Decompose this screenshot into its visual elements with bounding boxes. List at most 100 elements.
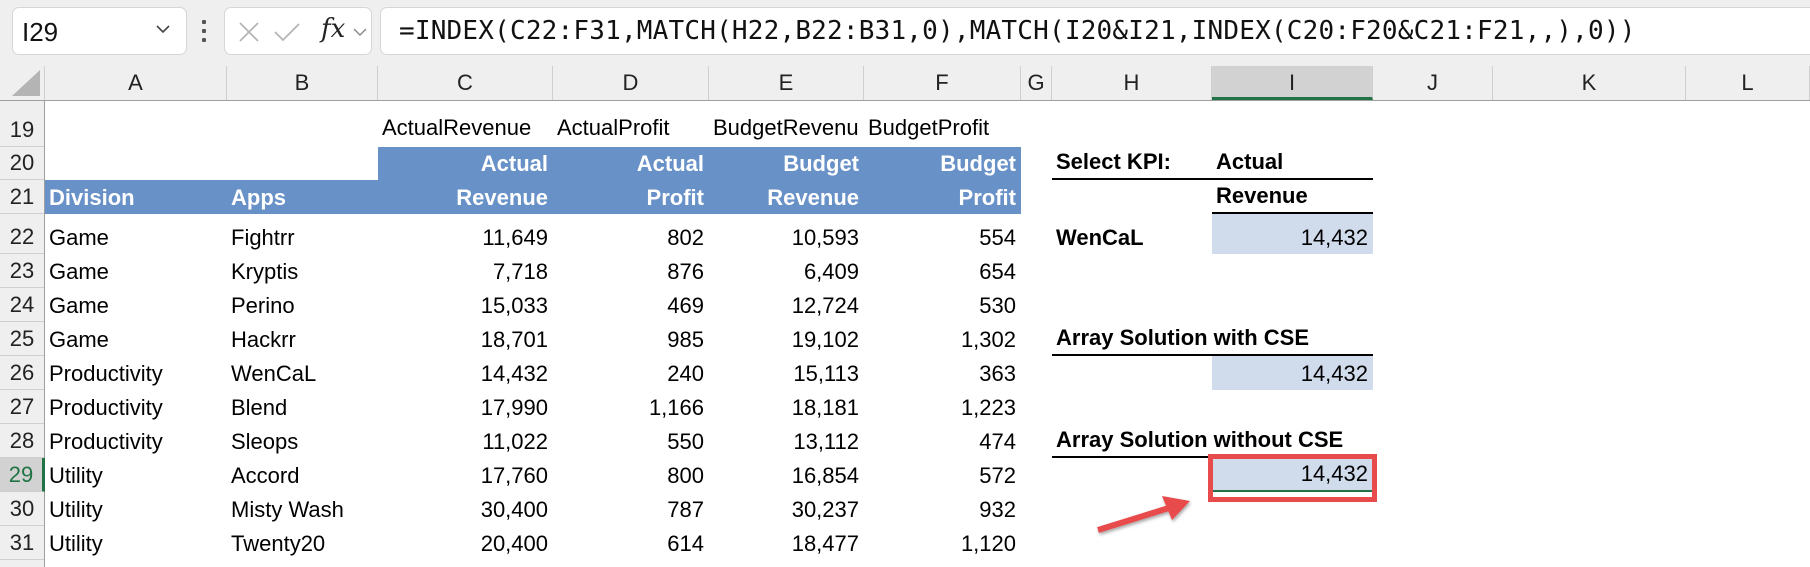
table-cell-B30[interactable]: Misty Wash	[231, 497, 344, 522]
column-header-c[interactable]: C	[378, 66, 553, 100]
table-cell-A23[interactable]: Game	[49, 259, 109, 284]
table-cell-D23[interactable]: 876	[667, 259, 704, 284]
table-header-top-D[interactable]: Actual	[553, 147, 709, 180]
table-cell-C28[interactable]: 11,022	[482, 429, 548, 454]
table-cell-D24[interactable]: 469	[667, 293, 704, 318]
table-cell-E29[interactable]: 16,854	[791, 463, 859, 488]
column-header-a[interactable]: A	[45, 66, 227, 100]
row-header-30[interactable]: 30	[0, 492, 44, 526]
table-cell-D26[interactable]: 240	[667, 361, 704, 386]
table-cell-C23[interactable]: 7,718	[492, 259, 548, 284]
table-cell-E24[interactable]: 12,724	[791, 293, 859, 318]
column-header-i[interactable]: I	[1212, 66, 1373, 100]
table-cell-D30[interactable]: 787	[667, 497, 704, 522]
row-header-26[interactable]: 26	[0, 356, 44, 390]
column-header-e[interactable]: E	[709, 66, 864, 100]
cse-result[interactable]: 14,432	[1212, 356, 1373, 390]
table-cell-F27[interactable]: 1,223	[960, 395, 1016, 420]
table-cell-B29[interactable]: Accord	[231, 463, 300, 488]
table-cell-F31[interactable]: 1,120	[960, 531, 1016, 556]
table-cell-D28[interactable]: 550	[667, 429, 704, 454]
column-header-b[interactable]: B	[227, 66, 378, 100]
helper-label-D19[interactable]: ActualProfit	[557, 115, 670, 140]
table-cell-F30[interactable]: 932	[979, 497, 1016, 522]
table-cell-F29[interactable]: 572	[979, 463, 1016, 488]
table-header-top-E[interactable]: Budget	[709, 147, 864, 180]
table-cell-D27[interactable]: 1,166	[648, 395, 704, 420]
enter-check-icon[interactable]	[273, 20, 301, 44]
table-cell-C24[interactable]: 15,033	[480, 293, 548, 318]
helper-label-F19[interactable]: BudgetProfit	[868, 115, 990, 140]
table-header-top-F[interactable]: Budget	[864, 147, 1021, 180]
table-cell-B26[interactable]: WenCaL	[231, 361, 317, 386]
table-cell-A25[interactable]: Game	[49, 327, 109, 352]
table-cell-F22[interactable]: 554	[979, 225, 1016, 250]
row-header-21[interactable]: 21	[0, 180, 44, 214]
chevron-down-icon[interactable]	[154, 20, 172, 38]
table-cell-B31[interactable]: Twenty20	[231, 531, 326, 556]
cancel-x-icon[interactable]	[237, 20, 261, 44]
table-cell-E28[interactable]: 13,112	[793, 429, 859, 454]
column-header-f[interactable]: F	[864, 66, 1021, 100]
table-cell-E27[interactable]: 18,181	[791, 395, 859, 420]
kpi-selector-line1[interactable]: Actual	[1212, 147, 1373, 180]
table-cell-E26[interactable]: 15,113	[793, 361, 859, 386]
table-cell-C30[interactable]: 30,400	[480, 497, 548, 522]
table-cell-F25[interactable]: 1,302	[960, 327, 1016, 352]
lookup-result[interactable]: 14,432	[1212, 214, 1373, 254]
table-cell-B24[interactable]: Perino	[231, 293, 295, 318]
table-cell-B27[interactable]: Blend	[231, 395, 288, 420]
row-header-27[interactable]: 27	[0, 390, 44, 424]
table-cell-D29[interactable]: 800	[667, 463, 704, 488]
table-header-C[interactable]: Revenue	[378, 180, 553, 214]
name-box[interactable]: I29	[12, 7, 187, 55]
table-header-A[interactable]: Division	[45, 180, 227, 214]
table-cell-B22[interactable]: Fightrr	[231, 225, 295, 250]
column-header-k[interactable]: K	[1493, 66, 1686, 100]
table-cell-F23[interactable]: 654	[979, 259, 1016, 284]
table-cell-C29[interactable]: 17,760	[480, 463, 548, 488]
table-header-D[interactable]: Profit	[553, 180, 709, 214]
table-cell-F26[interactable]: 363	[979, 361, 1016, 386]
select-all-button[interactable]	[0, 66, 45, 100]
formula-text[interactable]: =INDEX(C22:F31,MATCH(H22,B22:B31,0),MATC…	[399, 16, 1636, 46]
helper-label-C19[interactable]: ActualRevenue	[382, 115, 532, 140]
nocse-label[interactable]: Array Solution without CSE	[1052, 424, 1373, 458]
table-cell-A29[interactable]: Utility	[49, 463, 103, 488]
row-header-29[interactable]: 29	[0, 458, 45, 492]
column-header-j[interactable]: J	[1373, 66, 1493, 100]
table-cell-B23[interactable]: Kryptis	[231, 259, 299, 284]
table-cell-D31[interactable]: 614	[667, 531, 704, 556]
table-cell-A27[interactable]: Productivity	[49, 395, 163, 420]
table-cell-E30[interactable]: 30,237	[791, 497, 859, 522]
kpi-selector-line2[interactable]: Revenue	[1212, 180, 1373, 214]
table-header-top-C[interactable]: Actual	[378, 147, 553, 180]
row-header-23[interactable]: 23	[0, 254, 44, 288]
column-header-g[interactable]: G	[1021, 66, 1052, 100]
table-cell-C22[interactable]: 11,649	[482, 225, 548, 250]
cse-label[interactable]: Array Solution with CSE	[1052, 322, 1373, 356]
table-cell-A24[interactable]: Game	[49, 293, 109, 318]
row-header-28[interactable]: 28	[0, 424, 44, 458]
table-cell-A30[interactable]: Utility	[49, 497, 103, 522]
table-cell-C31[interactable]: 20,400	[480, 531, 548, 556]
row-header-22[interactable]: 22	[0, 214, 44, 254]
table-header-B[interactable]: Apps	[227, 180, 378, 214]
table-cell-C25[interactable]: 18,701	[480, 327, 548, 352]
table-cell-E31[interactable]: 18,477	[791, 531, 859, 556]
table-cell-A31[interactable]: Utility	[49, 531, 103, 556]
helper-label-E19[interactable]: BudgetRevenu	[713, 115, 859, 140]
row-header-24[interactable]: 24	[0, 288, 44, 322]
row-header-19[interactable]: 19	[0, 101, 44, 147]
chevron-down-icon[interactable]	[353, 26, 367, 38]
row-header-20[interactable]: 20	[0, 147, 44, 180]
column-header-l[interactable]: L	[1686, 66, 1810, 100]
table-cell-A26[interactable]: Productivity	[49, 361, 163, 386]
formula-input[interactable]: =INDEX(C22:F31,MATCH(H22,B22:B31,0),MATC…	[380, 7, 1810, 55]
table-cell-E22[interactable]: 10,593	[791, 225, 859, 250]
table-cell-D22[interactable]: 802	[667, 225, 704, 250]
table-header-E[interactable]: Revenue	[709, 180, 864, 214]
table-cell-C27[interactable]: 17,990	[480, 395, 548, 420]
name-box-value[interactable]: I29	[22, 17, 59, 47]
table-cell-A22[interactable]: Game	[49, 225, 109, 250]
